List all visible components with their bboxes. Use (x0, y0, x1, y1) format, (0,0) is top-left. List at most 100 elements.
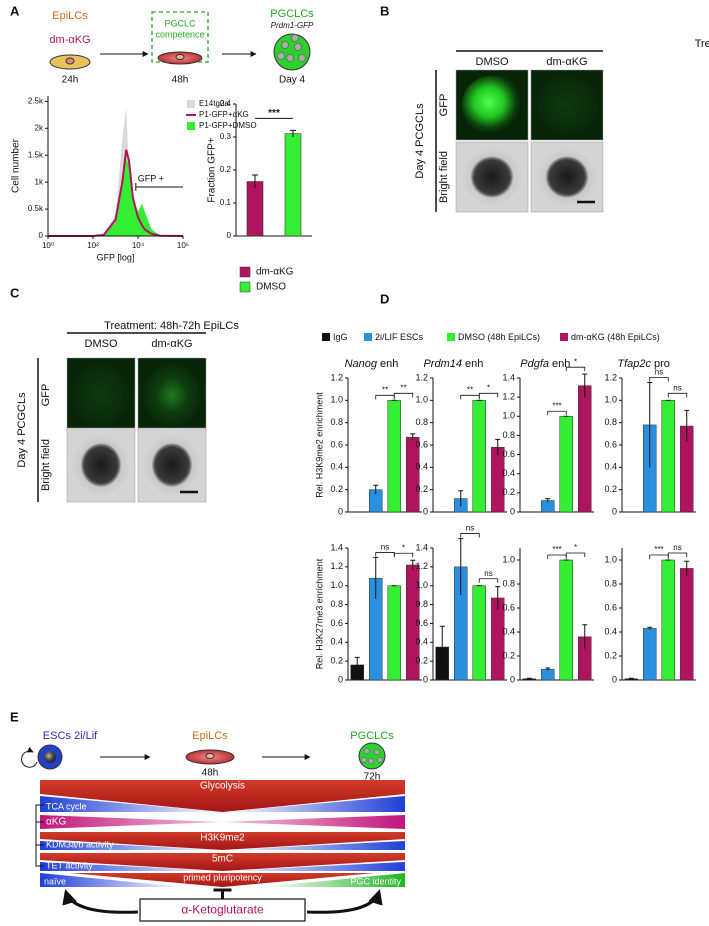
y-tick-label: 0 (338, 506, 343, 516)
gfp-signal (72, 363, 130, 427)
y-tick-label: 1.2 (604, 372, 617, 382)
legend-swatch (239, 266, 251, 278)
y-tick-label: 0 (227, 231, 232, 240)
cell-dot (277, 52, 285, 60)
y-tick-label: 0.8 (330, 599, 343, 609)
y-tick-label: 0.4 (415, 462, 428, 472)
label: PGC identity (350, 876, 401, 886)
gradient-wedge (40, 862, 223, 871)
label: Day 4 PCGCLs (414, 103, 426, 179)
nucleus-icon (205, 753, 215, 759)
y-tick-label: 0.2 (330, 484, 343, 494)
label: naïve (44, 876, 66, 886)
significance: ns (466, 524, 474, 533)
label: 72h (364, 772, 381, 783)
label: EpiLCs (52, 10, 88, 22)
x-axis-label: GFP [log] (97, 252, 135, 262)
y-tick-label: 0.8 (604, 417, 617, 427)
significance: *** (654, 545, 663, 554)
y-tick-label: 0.8 (502, 578, 515, 588)
gfp-signal (536, 75, 598, 135)
gradient-wedge (40, 841, 223, 850)
significance-bracket (393, 392, 414, 398)
y-tick-label: 1.2 (330, 372, 343, 382)
regulation-bracket (35, 804, 44, 867)
significance: ns (655, 368, 663, 377)
y-tick-label: 1.0 (330, 395, 343, 405)
gradient-wedge (70, 873, 375, 887)
error-bar (458, 490, 464, 507)
significance-bracket (649, 554, 669, 559)
significance-bracket (667, 552, 688, 557)
y-tick-label: 0.6 (502, 602, 515, 612)
label: B (380, 3, 389, 18)
gradient-wedge (40, 873, 183, 887)
error-bar (410, 433, 416, 441)
nucleus-icon (65, 57, 75, 65)
y-tick-label: 0 (510, 506, 515, 516)
significance: ** (400, 383, 406, 392)
gradient-wedge (222, 796, 405, 812)
legend-swatch (239, 281, 251, 293)
legend-label: DMSO (256, 282, 286, 293)
significance-bracket (375, 552, 395, 557)
label: DMSO (85, 338, 118, 350)
gradient-wedge (222, 862, 405, 871)
cell-dot (364, 748, 370, 754)
significance-bracket (565, 552, 586, 557)
y-tick-label: 1.2 (415, 372, 428, 382)
chart-subtitle: enh (552, 358, 570, 370)
histogram-area (48, 157, 183, 236)
error-bar (354, 656, 360, 673)
significance: ns (673, 543, 681, 552)
y-tick-label: 0.8 (330, 417, 343, 427)
x-tick-label: 10⁰ (42, 241, 54, 250)
significance-bracket (667, 392, 688, 398)
chart-subtitle: enh (380, 358, 398, 370)
spheroid (142, 432, 202, 498)
error-bar (545, 498, 551, 503)
y-tick-label: 1.2 (502, 392, 515, 402)
y-tick-label: 0 (338, 674, 343, 684)
histogram-line (48, 149, 184, 237)
legend-label: P1-GFP+αKG (199, 110, 249, 119)
curved-arrow (62, 889, 139, 914)
y-tick-label: 0 (612, 506, 617, 516)
significance: * (574, 543, 577, 552)
gradient-wedge (40, 832, 405, 850)
y-tick-label: 1.5k (28, 150, 44, 159)
y-tick-label: 1.2 (330, 561, 343, 571)
chart-subtitle: pro (654, 358, 670, 370)
legend-label: dm-αKG (256, 267, 294, 278)
significance: ** (382, 385, 388, 394)
bar (578, 385, 592, 513)
label: DMSO (476, 56, 509, 68)
y-tick-label: 0.8 (604, 578, 617, 588)
pgclc-sphere (358, 742, 386, 770)
significance: *** (552, 545, 561, 554)
label: 24h (62, 75, 79, 86)
y-tick-label: 0.2 (415, 484, 428, 494)
y-tick-label: 0 (612, 674, 617, 684)
error-bar (628, 677, 634, 680)
error-bar (373, 484, 379, 495)
label: 5mC (212, 854, 233, 865)
y-tick-label: 1.4 (502, 372, 515, 382)
error-bar (684, 409, 690, 442)
y-tick-label: 0.2 (502, 650, 515, 660)
y-tick-label: 0.2 (415, 656, 428, 666)
spheroid (460, 146, 524, 208)
gradient-wedge (40, 853, 405, 871)
error-bar (495, 586, 501, 610)
significance-bracket (565, 366, 586, 372)
y-tick-label: 1.0 (604, 395, 617, 405)
y-tick-label: 0.3 (220, 132, 232, 141)
label: Bright field (40, 439, 52, 491)
label: D (380, 291, 389, 306)
label: H3K9me2 (200, 833, 245, 844)
error-bar (526, 677, 532, 680)
gfp-signal (461, 75, 523, 135)
significance: * (574, 357, 577, 366)
y-tick-label: 0.4 (502, 626, 515, 636)
label: competence (155, 29, 204, 39)
